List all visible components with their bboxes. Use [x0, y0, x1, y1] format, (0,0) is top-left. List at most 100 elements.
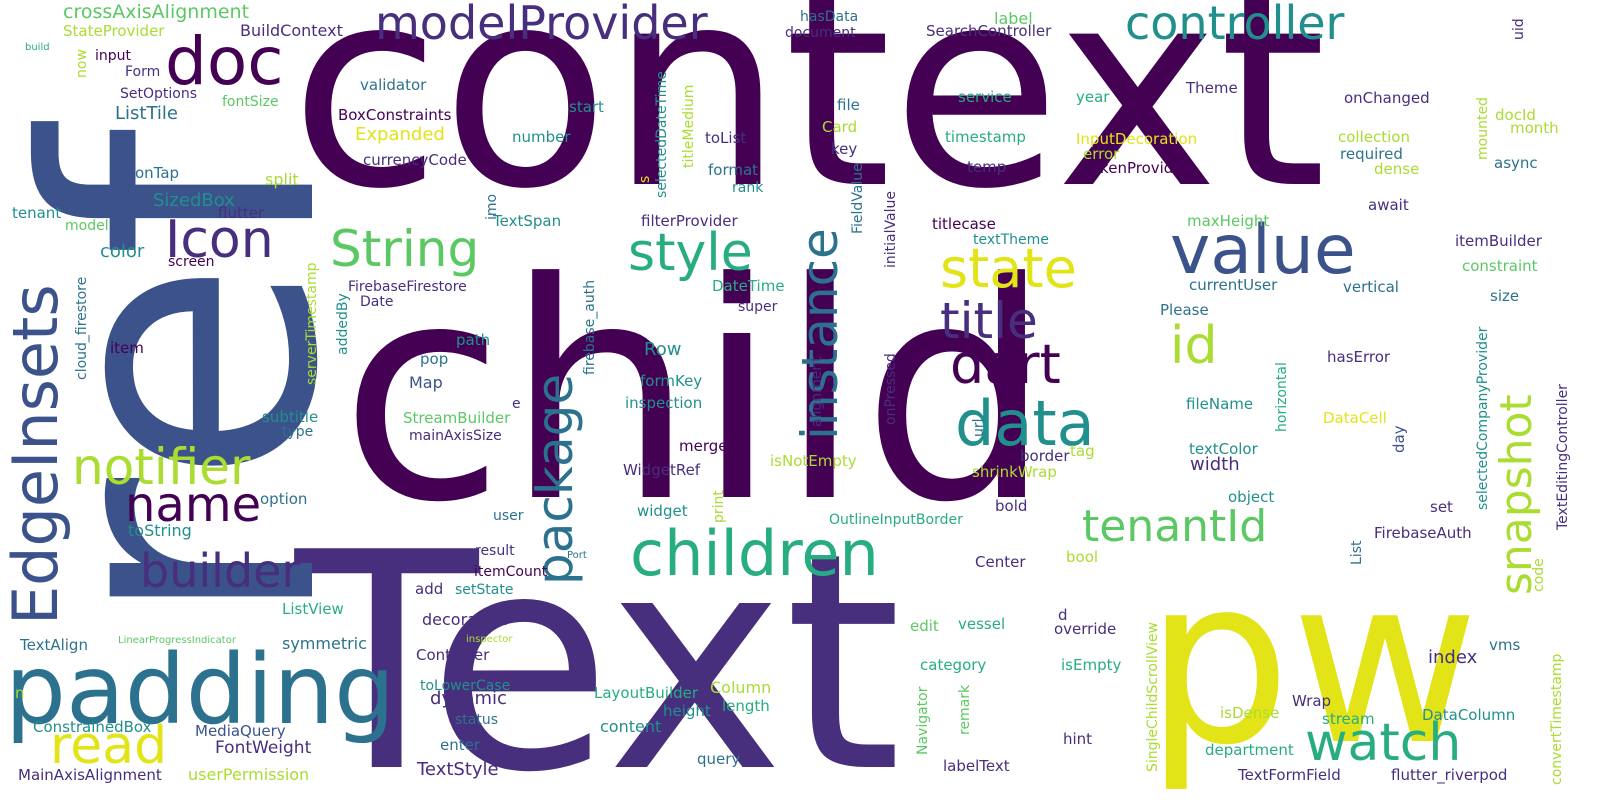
word-inspector: inspector	[466, 633, 513, 645]
word-map: Map	[409, 373, 443, 393]
word-s: s	[637, 175, 653, 183]
word-pw: pw	[1145, 529, 1480, 797]
word-state: state	[940, 237, 1077, 301]
word-constraint: constraint	[1462, 257, 1538, 276]
word-decoration: decoration	[422, 610, 508, 630]
word-stream: stream	[1322, 710, 1375, 729]
word-tolist: toList	[705, 129, 747, 148]
word-validator: validator	[360, 76, 427, 95]
word-haserror: hasError	[1327, 348, 1391, 367]
word-itemcount: itemCount	[474, 564, 548, 581]
word-url: url	[971, 418, 987, 437]
word-row: Row	[644, 339, 682, 361]
word-setoptions: SetOptions	[120, 86, 198, 103]
word-uid: uid	[1511, 18, 1527, 40]
word-itembuilder: itemBuilder	[1455, 232, 1542, 251]
word-vessel: vessel	[958, 615, 1006, 634]
word-fieldvalue: FieldValue	[850, 163, 866, 234]
word-override: override	[1054, 620, 1117, 639]
word-tenant: tenant	[12, 204, 62, 223]
word-searchcontroller: SearchController	[926, 22, 1052, 41]
word-hasdata: hasData	[800, 9, 859, 26]
word-firebase-auth: firebase_auth	[582, 279, 598, 375]
word-flutter: flutter	[218, 204, 265, 223]
word-textspan: TextSpan	[493, 212, 562, 231]
word-listview: ListView	[282, 600, 344, 619]
word-titlemedium: titleMedium	[681, 84, 697, 168]
word-ontap: onTap	[135, 164, 180, 183]
word-isempty: isEmpty	[1061, 656, 1122, 675]
word-year: year	[1076, 88, 1110, 107]
word-service: service	[958, 88, 1012, 107]
word-type: type	[282, 424, 314, 441]
word-color: color	[100, 241, 145, 263]
word-container: Container	[416, 646, 490, 665]
word-read: read	[50, 716, 168, 777]
word-horizontal: horizontal	[1274, 362, 1290, 432]
word-super: super	[738, 299, 778, 316]
word-tokenprovider: tokenProvider	[1085, 159, 1189, 178]
word-department: department	[1205, 741, 1294, 760]
word-user: user	[493, 508, 524, 525]
word-number: number	[512, 128, 571, 147]
word-selecteddatetime: selectedDateTime	[654, 71, 670, 198]
word-maxheight: maxHeight	[1187, 212, 1270, 231]
word-builder: builder	[140, 543, 301, 598]
word-status: status	[455, 712, 499, 729]
word-notifier: notifier	[72, 438, 251, 496]
word-outlineinputborder: OutlineInputBorder	[829, 512, 963, 529]
word-datetime: DateTime	[712, 277, 785, 296]
word-titlecase: titlecase	[932, 215, 996, 234]
word-start: start	[569, 98, 604, 117]
word-style: style	[628, 223, 753, 284]
word-code: code	[1531, 558, 1547, 592]
word-form: Form	[125, 64, 161, 81]
word-textcolor: textColor	[1189, 440, 1258, 459]
word-split: split	[265, 170, 299, 190]
word-merge: merge	[679, 437, 728, 456]
word-date: Date	[360, 294, 394, 311]
word-name: name	[125, 476, 262, 533]
word-imo: imo	[484, 193, 500, 220]
word-timestamp: timestamp	[945, 128, 1026, 147]
word-option: option	[260, 490, 308, 509]
word-initialvalue: initialValue	[883, 191, 899, 268]
word-streambuilder: StreamBuilder	[403, 409, 511, 428]
word-child: child	[340, 219, 1053, 568]
word-print: print	[711, 490, 727, 523]
word-controller: controller	[1125, 0, 1345, 50]
word-title: title	[940, 292, 1038, 350]
word-required: required	[1340, 145, 1403, 164]
word-port: Port	[567, 549, 587, 561]
word-doc: doc	[165, 23, 284, 101]
word-buildcontext: BuildContext	[240, 21, 343, 41]
word-border: border	[1020, 447, 1070, 466]
word-inspection: inspection	[625, 394, 703, 413]
word-list: List	[1349, 540, 1365, 565]
word-userpermission: userPermission	[188, 765, 310, 785]
word-stateprovider: StateProvider	[63, 22, 165, 41]
word-add: add	[415, 580, 444, 599]
word-bold: bold	[995, 497, 1028, 516]
word-onchanged: onChanged	[1344, 89, 1430, 108]
word-textformfield: TextFormField	[1238, 766, 1341, 785]
word-shrinkwrap: shrinkWrap	[972, 463, 1057, 482]
word-widgetref: WidgetRef	[623, 461, 701, 480]
word-selectedcompanyprovider: selectedCompanyProvider	[1475, 326, 1491, 510]
word-d: d	[1058, 606, 1068, 625]
word-text: Text	[295, 489, 902, 800]
word-day: day	[1390, 425, 1408, 453]
word-crossaxisalignment: crossAxisAlignment	[63, 0, 250, 23]
word-now: now	[74, 49, 90, 78]
word-docid: docId	[1495, 106, 1536, 125]
word-value: value	[1170, 211, 1356, 291]
word-linearprogressindicator: LinearProgressIndicator	[118, 634, 236, 646]
word-file: file	[837, 96, 860, 115]
word-rank: rank	[732, 180, 764, 197]
word-temp: temp	[967, 158, 1007, 177]
word-wrap: Wrap	[1292, 692, 1332, 711]
word-path: path	[456, 331, 491, 350]
word-servertimestamp: serverTimestamp	[304, 262, 320, 385]
word-alignment: alignment	[809, 356, 825, 427]
